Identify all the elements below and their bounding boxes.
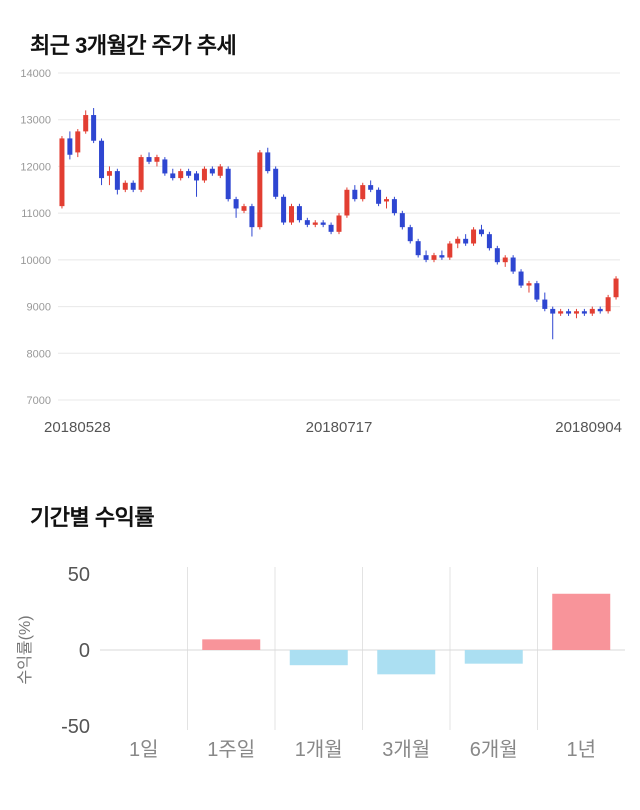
svg-text:0: 0 — [79, 640, 90, 662]
svg-text:14000: 14000 — [20, 68, 51, 80]
returns-title: 기간별 수익률 — [30, 505, 155, 530]
bar-6개월 — [464, 650, 523, 664]
bar-1주일 — [202, 639, 261, 650]
svg-text:1개월: 1개월 — [295, 738, 343, 761]
svg-text:1년: 1년 — [566, 738, 596, 761]
svg-text:3개월: 3개월 — [382, 738, 430, 761]
svg-text:8000: 8000 — [27, 348, 51, 360]
svg-text:11000: 11000 — [21, 208, 51, 220]
svg-text:1일: 1일 — [129, 738, 159, 761]
svg-text:-50: -50 — [61, 716, 90, 738]
bar-3개월 — [377, 650, 436, 675]
svg-text:13000: 13000 — [20, 115, 51, 127]
bar-chart: 50 0 -50 1일 1주일 1개월 3개월 6개월 1년 수익률(%) — [16, 564, 625, 761]
price-chart-title: 최근 3개월간 주가 추세 — [30, 33, 237, 58]
svg-text:9000: 9000 — [27, 302, 51, 314]
svg-text:20180717: 20180717 — [306, 419, 373, 436]
svg-text:20180528: 20180528 — [44, 419, 111, 436]
svg-text:수익률(%): 수익률(%) — [16, 615, 34, 684]
candlestick-chart: 14000 13000 12000 11000 10000 9000 8000 7000 201… — [20, 68, 622, 436]
svg-text:6개월: 6개월 — [470, 738, 518, 761]
svg-text:7000: 7000 — [27, 395, 51, 407]
svg-text:50: 50 — [68, 564, 90, 586]
svg-text:10000: 10000 — [20, 255, 51, 267]
svg-text:1주일: 1주일 — [207, 738, 255, 761]
bar-1개월 — [289, 650, 348, 666]
svg-text:12000: 12000 — [20, 161, 51, 173]
svg-text:20180904: 20180904 — [555, 419, 622, 436]
bar-1년 — [552, 593, 611, 650]
